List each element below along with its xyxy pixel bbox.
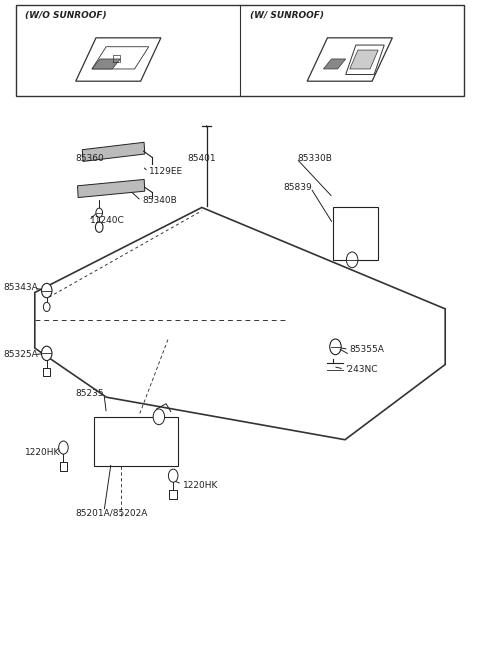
Circle shape: [96, 208, 103, 217]
Text: (W/O SUNROOF): (W/O SUNROOF): [25, 11, 107, 20]
Circle shape: [330, 339, 341, 355]
Circle shape: [59, 441, 68, 454]
Text: 85235: 85235: [75, 390, 104, 398]
Text: '243NC: '243NC: [345, 365, 377, 374]
Bar: [95, 417, 178, 466]
Text: 85360: 85360: [75, 154, 104, 163]
Bar: [16, 5, 464, 97]
Text: (W/ SUNROOF): (W/ SUNROOF): [250, 11, 324, 20]
Text: 85355A: 85355A: [350, 345, 384, 354]
Text: 85343A: 85343A: [4, 283, 38, 292]
Polygon shape: [324, 59, 346, 69]
Text: 1129EE: 1129EE: [149, 167, 183, 176]
Text: 1220HK: 1220HK: [25, 448, 60, 457]
Text: 85839: 85839: [283, 183, 312, 193]
Circle shape: [347, 252, 358, 267]
Text: 85201A/85202A: 85201A/85202A: [75, 509, 148, 518]
Polygon shape: [78, 179, 145, 198]
Text: 85340B: 85340B: [142, 196, 177, 206]
Polygon shape: [92, 59, 120, 69]
Text: 1220HK: 1220HK: [183, 481, 218, 490]
Circle shape: [41, 283, 52, 298]
Polygon shape: [350, 50, 378, 69]
Text: 85325A: 85325A: [4, 350, 38, 359]
Circle shape: [41, 346, 52, 361]
Circle shape: [43, 302, 50, 311]
Text: 85330B: 85330B: [297, 154, 332, 163]
Circle shape: [96, 222, 103, 233]
Circle shape: [168, 469, 178, 482]
Text: 85401: 85401: [188, 154, 216, 163]
Text: 11240C: 11240C: [90, 216, 124, 225]
Circle shape: [153, 409, 165, 424]
Bar: [333, 208, 378, 260]
Polygon shape: [82, 143, 145, 162]
